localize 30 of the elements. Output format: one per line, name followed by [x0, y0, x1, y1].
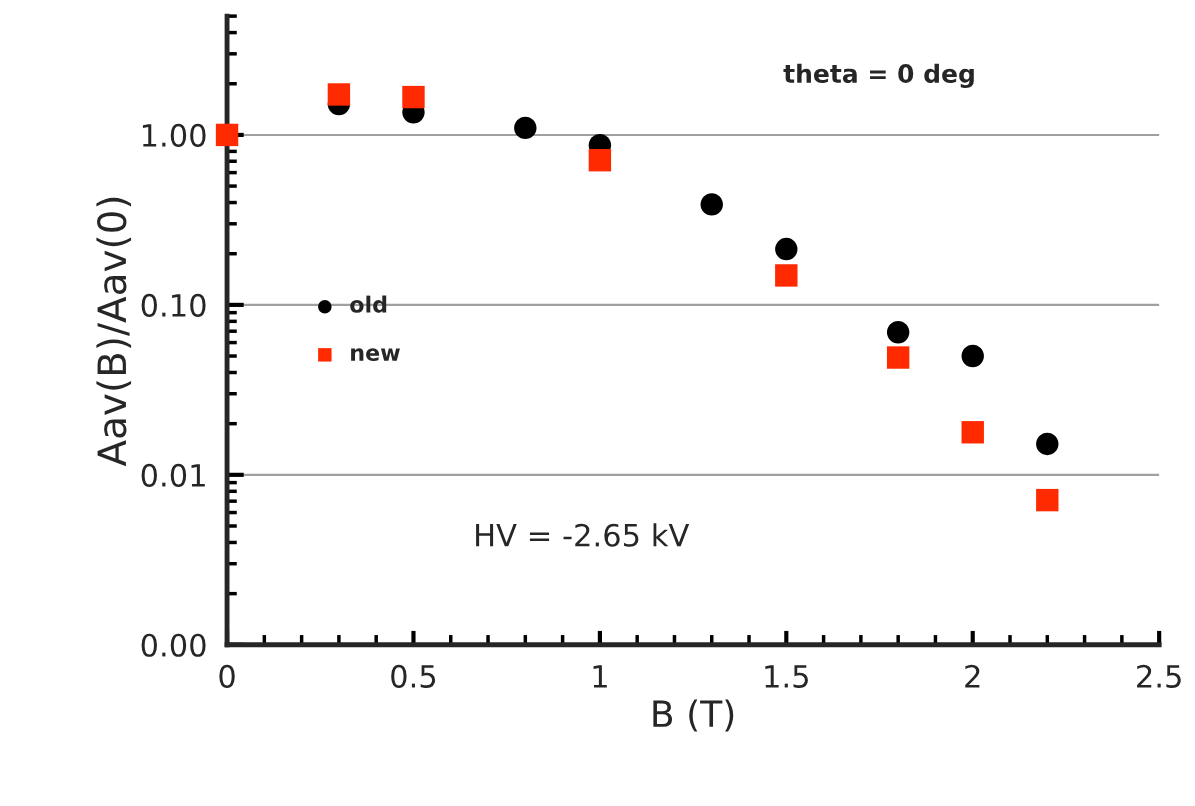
point [886, 346, 910, 369]
point [961, 421, 984, 444]
y-tick-label: 1.00 [142, 123, 206, 147]
x-tick-label: 2.5 [1137, 664, 1181, 688]
point [775, 264, 798, 287]
point [327, 83, 351, 106]
y-tick-label: 0.10 [141, 293, 206, 317]
point [886, 321, 910, 344]
point [588, 149, 612, 172]
x-tick-label: 2 [965, 664, 980, 688]
point [215, 123, 239, 147]
legend-label: new [351, 348, 400, 361]
y-tick-label: 0.00 [141, 633, 206, 657]
annotation: HV = -2.65 kV [476, 523, 690, 547]
x-tick-label: 1.5 [765, 665, 808, 688]
point [1036, 432, 1059, 456]
point [961, 344, 984, 368]
point [700, 193, 723, 216]
x-tick-label: 1 [593, 665, 607, 688]
legend-label: old [350, 295, 387, 313]
point [775, 237, 798, 261]
y-axis-title: Aav(B)/Aav(0) [96, 197, 132, 467]
x-tick-label: 0 [219, 664, 235, 688]
point [1036, 488, 1059, 512]
point [514, 116, 537, 140]
annotation: theta = 0 deg [783, 63, 974, 89]
x-axis-title: B (T) [653, 699, 734, 732]
x-tick-label: 0.5 [391, 664, 436, 688]
y-tick-label: 0.01 [141, 463, 205, 487]
point [402, 85, 425, 109]
